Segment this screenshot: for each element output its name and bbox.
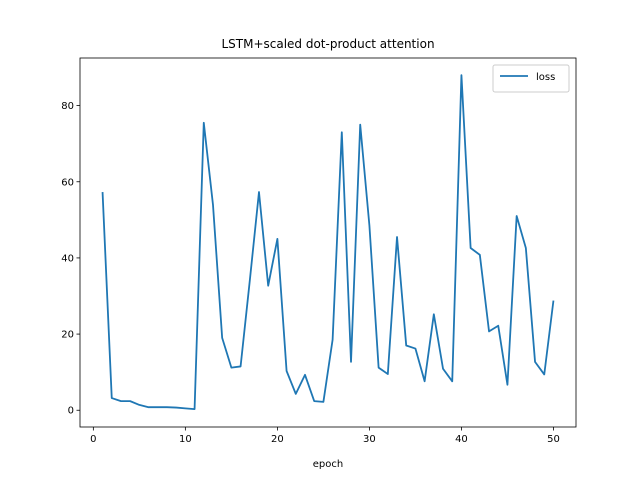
x-tick-label: 20 (271, 434, 284, 445)
y-tick-label: 0 (68, 406, 74, 417)
y-tick-label: 40 (61, 253, 74, 264)
axis-ticks: 0 10 20 30 40 50 0 20 40 60 80 (61, 101, 560, 445)
x-tick-label: 40 (455, 434, 468, 445)
legend: loss (492, 64, 570, 93)
chart-title: LSTM+scaled dot-product attention (221, 37, 434, 51)
x-axis-label: epoch (313, 459, 343, 470)
legend-box (492, 64, 570, 93)
legend-label-loss: loss (536, 72, 555, 83)
y-tick-label: 60 (61, 177, 74, 188)
x-tick-label: 30 (363, 434, 376, 445)
x-tick-label: 10 (179, 434, 192, 445)
plot-frame (79, 57, 577, 428)
x-tick-label: 0 (90, 434, 96, 445)
y-tick-label: 80 (61, 101, 74, 112)
series-layer (101, 74, 555, 411)
x-tick-label: 50 (547, 434, 560, 445)
y-tick-label: 20 (61, 330, 74, 341)
series-line-loss (101, 74, 555, 411)
